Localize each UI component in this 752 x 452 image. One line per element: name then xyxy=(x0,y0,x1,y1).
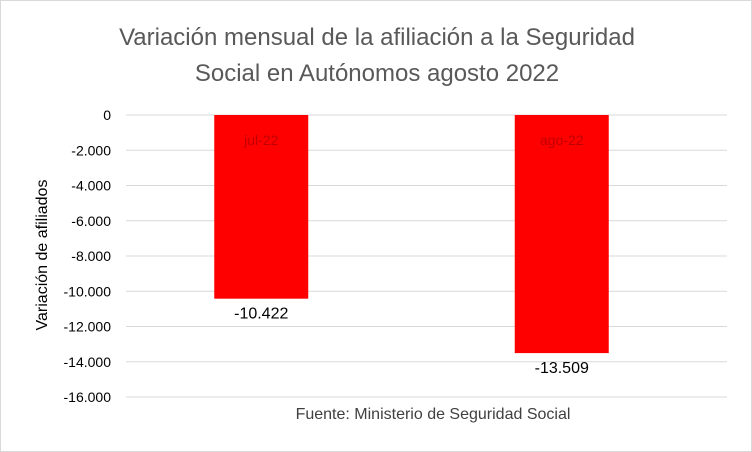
data-label: -13.509 xyxy=(535,360,589,377)
chart-title-line-1: Variación mensual de la afiliación a la … xyxy=(119,24,635,51)
y-axis-title: Variación de afiliados xyxy=(34,180,51,331)
y-tick-label: -10.000 xyxy=(64,283,112,299)
bar-ago-22 xyxy=(514,115,609,354)
y-tick-label: -12.000 xyxy=(64,319,112,335)
category-label: ago-22 xyxy=(540,132,584,148)
bar-jul-22 xyxy=(214,115,309,299)
source-note: Fuente: Ministerio de Seguridad Social xyxy=(296,406,571,423)
category-label: jul-22 xyxy=(243,132,278,148)
y-tick-label: -14.000 xyxy=(64,354,112,370)
y-tick-label: -6.000 xyxy=(71,213,111,229)
data-label: -10.422 xyxy=(234,306,288,323)
chart-title-line-2: Social en Autónomos agosto 2022 xyxy=(195,60,559,87)
chart-title: Variación mensual de la afiliación a la … xyxy=(119,24,635,87)
y-tick-label: -2.000 xyxy=(71,142,111,158)
y-tick-label: 0 xyxy=(103,107,111,123)
data-labels: jul-22 -10.422 ago-22 -13.509 xyxy=(234,132,589,377)
y-axis-ticks: 0 -2.000 -4.000 -6.000 -8.000 -10.000 -12.000 -… xyxy=(64,107,112,405)
y-tick-label: -16.000 xyxy=(64,389,112,405)
y-tick-label: -4.000 xyxy=(71,178,111,194)
bars xyxy=(214,115,609,354)
y-tick-label: -8.000 xyxy=(71,248,111,264)
